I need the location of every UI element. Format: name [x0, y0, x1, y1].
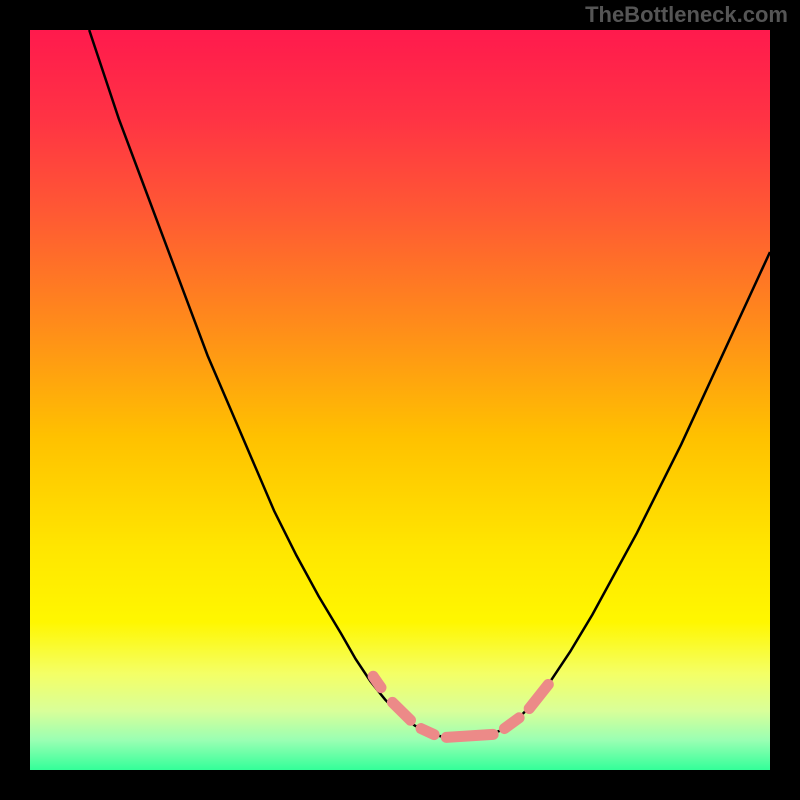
- chart-container: TheBottleneck.com: [0, 0, 800, 800]
- watermark-text: TheBottleneck.com: [585, 2, 788, 28]
- curve-overlay-segment: [421, 729, 434, 735]
- gradient-background: [30, 30, 770, 770]
- curve-overlay-segment: [446, 734, 493, 737]
- curve-overlay-segment: [373, 676, 381, 687]
- plot-area: [30, 30, 770, 770]
- plot-svg: [30, 30, 770, 770]
